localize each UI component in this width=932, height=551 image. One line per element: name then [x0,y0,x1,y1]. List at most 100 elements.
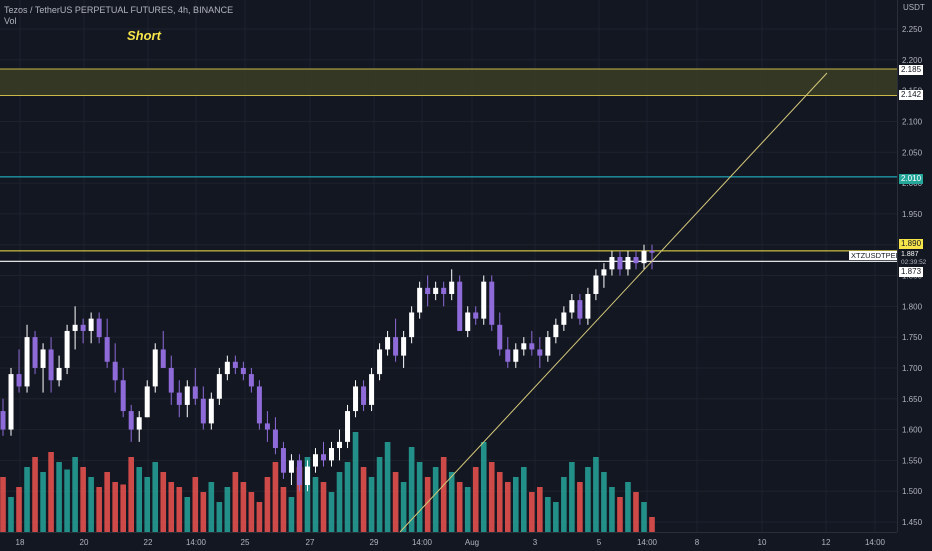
time-tick-label: 20 [80,538,89,547]
chart-legend: Tezos / TetherUS PERPETUAL FUTURES, 4h, … [4,5,233,27]
candle-body [64,330,70,368]
short-annotation[interactable]: Short [127,28,161,43]
volume-bar [561,477,567,532]
volume-bar [504,482,511,532]
cyan-level-price-tag: 2.010 [899,174,924,184]
volume-bar [521,467,527,532]
volume-bar [8,497,14,532]
volume-bar [24,467,30,532]
volume-bar [40,472,46,532]
time-tick-label: 18 [16,538,25,547]
candle-body [617,257,623,270]
candle-body [312,454,318,467]
volume-bar [641,502,647,532]
candle-body [401,337,407,356]
candle-body [288,460,294,473]
candle-body [24,337,30,387]
volume-bar [577,482,583,532]
time-tick-label: 29 [370,538,379,547]
candle-body [505,349,511,362]
candle-body [160,349,166,368]
volume-bar [360,467,367,532]
volume-bar [625,482,631,532]
volume-bar [392,472,399,532]
candle-body [537,349,543,356]
price-axis-currency: USDT [903,3,925,12]
candle-body [473,312,479,319]
candle-body [112,361,118,381]
zone-bottom-price-tag: 2.142 [899,90,924,100]
volume-bar [248,492,255,532]
price-tick-label: 1.700 [902,364,923,373]
price-tick-label: 2.250 [902,25,923,34]
price-tick-label: 1.550 [902,456,923,465]
candle-body [393,337,399,356]
candle-body [337,441,343,449]
volume-bar [80,467,86,532]
candle-body [8,374,14,430]
candle-body [176,392,182,405]
volume-bar [64,469,70,532]
candle-body [377,349,383,375]
candle-body [152,349,158,387]
volume-bar [368,477,375,532]
candle-body [208,398,214,424]
volume-bar [176,487,183,532]
candle-body [216,374,222,399]
candle-body [433,287,439,294]
volume-bar [609,487,615,532]
candle-body [553,324,559,338]
volume-bar [112,482,118,532]
volume-bar [545,497,551,532]
candle-body [16,374,22,387]
volume-bar [232,472,239,532]
candle-body [601,269,607,276]
zone-top-price-tag: 2.185 [899,65,924,75]
candle-body [248,374,254,387]
candle-body [80,324,86,331]
candle-body [136,417,142,430]
volume-bar [585,467,591,532]
price-chart[interactable] [0,0,897,532]
volume-bar [472,467,479,532]
volume-bar [352,432,359,532]
symbol-title[interactable]: Tezos / TetherUS PERPETUAL FUTURES, 4h, … [4,5,234,15]
volume-bar [424,477,431,532]
volume-bar [448,472,455,532]
candle-body [48,349,54,381]
volume-indicator-label[interactable]: Vol [4,16,17,26]
volume-bar [512,477,519,532]
volume-bar [432,467,439,532]
price-tick-label: 1.750 [902,333,923,342]
volume-bar [32,457,38,532]
candle-body [633,257,639,264]
price-axis[interactable]: USDT2.2502.2002.1502.1002.0502.0001.9501… [897,0,932,532]
candle-body [529,343,535,350]
candle-body [345,411,351,442]
volume-bar [0,477,6,532]
chart-pane[interactable]: Tezos / TetherUS PERPETUAL FUTURES, 4h, … [0,0,897,532]
price-tick-label: 1.800 [902,302,923,311]
volume-bar [553,502,559,532]
volume-bar [601,472,607,532]
yellow-level-price-tag: 1.890 [899,239,924,249]
volume-bar [288,497,295,532]
candle-body [649,250,655,253]
volume-bar [152,462,159,532]
candle-body [192,386,198,399]
candle-body [465,312,471,331]
time-tick-label: 8 [695,538,700,547]
candle-body [585,293,591,319]
volume-bar [537,487,543,532]
time-axis[interactable]: 18 20 22 14:00 25 27 29 14:00 Aug 3 5 14:00 8 10 12 14:… [0,532,897,550]
candle-body [168,367,174,393]
volume-bar [72,457,78,532]
price-tick-label: 1.650 [902,395,923,404]
volume-bar [328,492,335,532]
countdown-tag: 02:39:52 [899,258,929,268]
candle-body [128,411,134,430]
time-tick-label: 25 [241,538,250,547]
volume-bar [144,477,151,532]
volume-bar [200,492,207,532]
volume-bar [320,482,327,532]
